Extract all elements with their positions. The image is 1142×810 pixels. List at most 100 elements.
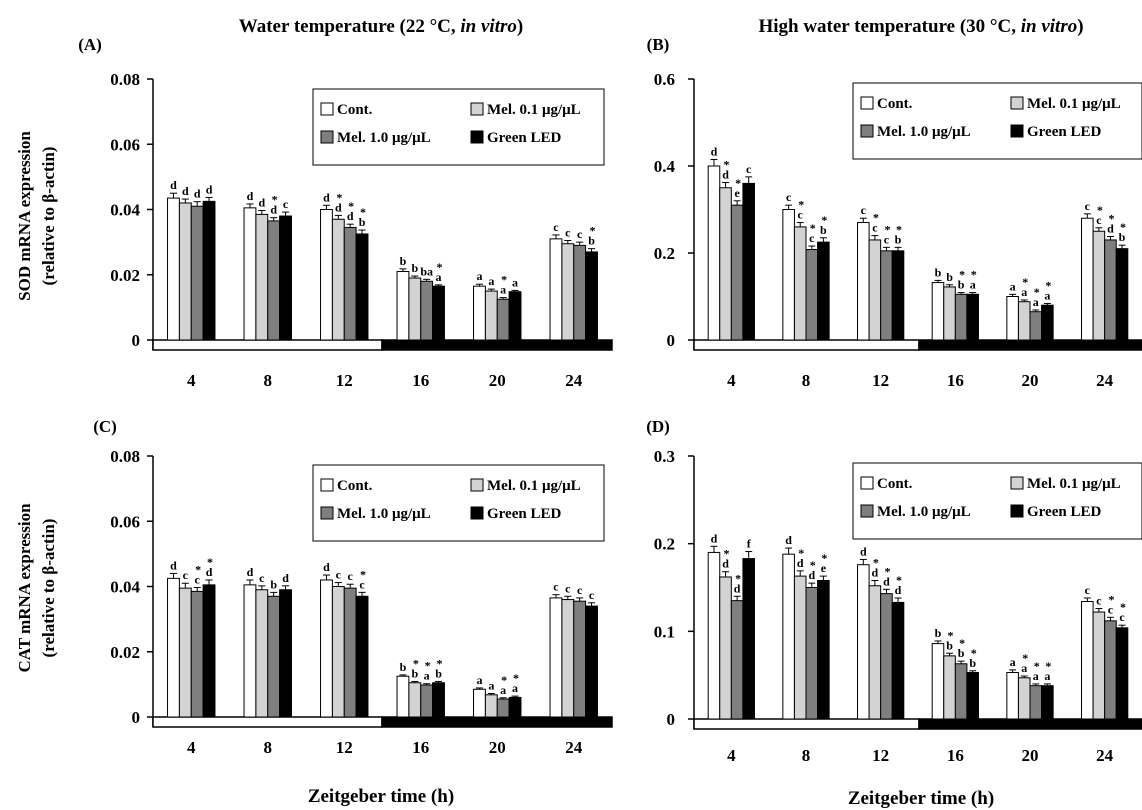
significance-star: * (896, 573, 902, 587)
significance-label: d (347, 209, 354, 223)
bar (396, 675, 410, 718)
bar (202, 584, 216, 718)
svg-text:(relative to β-actin): (relative to β-actin) (39, 519, 58, 658)
bar (255, 589, 269, 718)
significance-label: a (488, 679, 494, 693)
legend-swatch (470, 130, 484, 144)
significance-label: a (1010, 279, 1016, 293)
significance-label: c (1108, 602, 1114, 616)
xlabel-right: Zeitgeber time (h) (848, 788, 994, 809)
significance-label: c (1085, 199, 1091, 213)
bar (954, 293, 968, 341)
bar (508, 696, 522, 718)
bar (891, 250, 905, 341)
bar (1104, 620, 1117, 720)
bar (331, 586, 345, 718)
significance-label: b (411, 261, 418, 275)
bar (880, 250, 893, 341)
significance-label: d (797, 556, 804, 570)
legend-label: Green LED (487, 130, 561, 146)
significance-label: e (734, 186, 740, 200)
x-tick-label: 24 (1096, 371, 1114, 390)
xlabel-left: Zeitgeber time (h) (308, 786, 454, 807)
bar (408, 277, 422, 341)
significance-star: * (798, 546, 804, 560)
significance-label: c (798, 208, 804, 222)
panel-label: (C) (93, 417, 117, 436)
ylabel-cat: CAT mRNA expression (relative to β-actin… (15, 503, 58, 673)
significance-star: * (360, 205, 366, 219)
x-tick-label: 12 (872, 746, 889, 765)
y-tick-label: 0 (667, 331, 676, 350)
bar (1017, 677, 1031, 720)
legend-label: Mel. 1.0 μg/μL (877, 124, 971, 140)
bar (730, 600, 744, 720)
x-tick-label: 24 (565, 371, 583, 390)
bar (1092, 230, 1106, 341)
y-tick-label: 0.06 (110, 135, 140, 154)
significance-star: * (810, 558, 816, 572)
significance-label: a (1033, 295, 1039, 309)
bar (1029, 685, 1043, 720)
significance-label: d (860, 544, 867, 558)
bar (432, 285, 445, 341)
legend-label: Green LED (1027, 504, 1101, 520)
significance-label: f (747, 537, 752, 551)
title-right: High water temperature (30 °C, in vitro) (758, 16, 1083, 37)
significance-label: d (282, 571, 289, 585)
x-tick-label: 4 (727, 746, 736, 765)
bar (320, 209, 333, 341)
significance-star: * (798, 198, 804, 212)
significance-star: * (272, 193, 278, 207)
x-tick-label: 4 (187, 371, 196, 390)
significance-label: c (565, 581, 571, 595)
bar (1006, 672, 1019, 720)
bar (793, 575, 807, 720)
significance-label: d (170, 558, 177, 572)
significance-label: d (206, 565, 213, 579)
bar (432, 682, 445, 718)
significance-label: c (1085, 583, 1091, 597)
significance-label: b (359, 215, 366, 229)
significance-label: a (476, 269, 482, 283)
significance-star: * (873, 211, 879, 225)
significance-label: d (335, 200, 342, 214)
bar (243, 207, 257, 341)
significance-label: d (206, 182, 213, 196)
bar (857, 222, 870, 341)
significance-star: * (810, 221, 816, 235)
bar (190, 590, 204, 718)
significance-label: a (1044, 288, 1050, 302)
y-tick-label: 0 (132, 708, 141, 727)
bar (420, 280, 434, 341)
significance-label: d (722, 168, 729, 182)
bar (496, 298, 510, 341)
bar (857, 564, 870, 720)
bar (817, 241, 830, 341)
significance-label: a (1021, 661, 1027, 675)
significance-star: * (821, 551, 827, 565)
significance-label: c (577, 583, 583, 597)
bar (267, 595, 281, 718)
legend-swatch (320, 506, 334, 520)
bar (782, 209, 795, 341)
panel-label: (B) (647, 35, 670, 54)
significance-star: * (501, 273, 507, 287)
legend-label: Green LED (487, 506, 561, 522)
significance-star: * (207, 555, 213, 569)
dark-phase-bar (381, 716, 613, 728)
legend-label: Cont. (877, 96, 913, 112)
significance-label: a (512, 275, 518, 289)
x-tick-label: 12 (336, 371, 353, 390)
bar (178, 202, 192, 341)
bar (719, 576, 732, 720)
significance-label: d (711, 144, 718, 158)
bar (1115, 627, 1129, 720)
significance-label: ba (420, 264, 433, 278)
significance-label: a (1010, 655, 1016, 669)
legend-swatch (860, 476, 874, 490)
legend-label: Mel. 0.1 μg/μL (1027, 476, 1121, 492)
significance-label: d (711, 531, 718, 545)
y-tick-label: 0.2 (654, 244, 675, 263)
